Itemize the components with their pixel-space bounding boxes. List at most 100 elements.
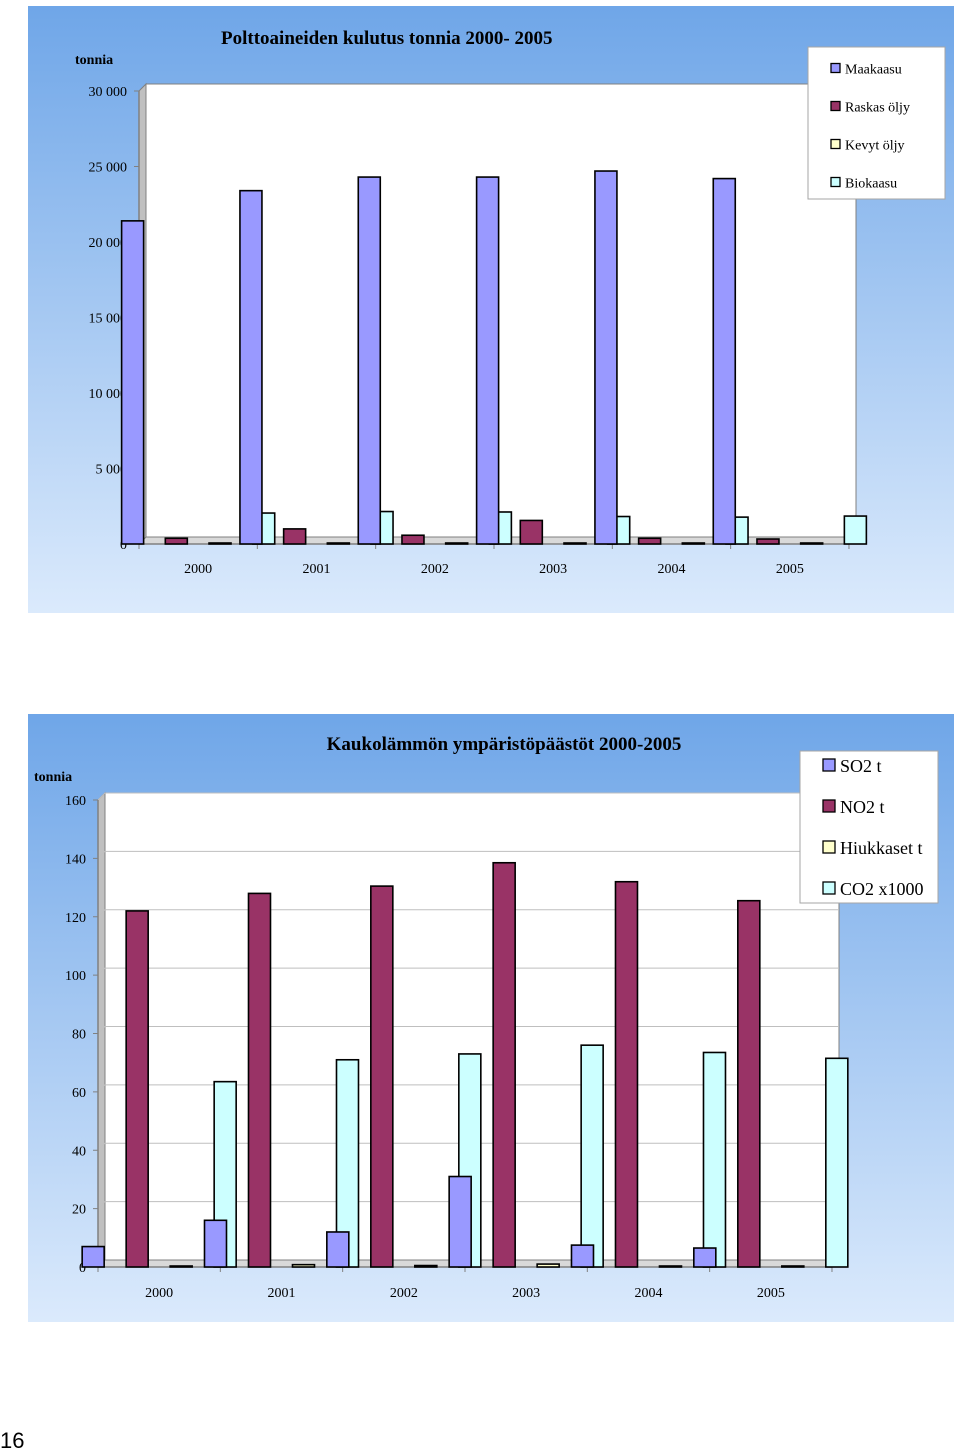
emissions-category-label: 2003 — [512, 1286, 540, 1301]
fuel-legend-swatch-2 — [830, 100, 841, 112]
fuel-plot-wall — [145, 83, 857, 538]
emissions-y-tick-label: 60 — [72, 1086, 86, 1101]
fuel-bar-4 — [843, 515, 868, 545]
emissions-legend-label-4: CO2 x1000 — [840, 879, 924, 899]
fuel-bar-3 — [326, 542, 351, 545]
fuel-category-label: 2000 — [184, 562, 212, 577]
emissions-legend-label-1: SO2 t — [840, 756, 882, 776]
emissions-category-label: 2005 — [757, 1286, 785, 1301]
emissions-y-tick-label: 0 — [79, 1261, 86, 1276]
emissions-category-label: 2000 — [145, 1286, 173, 1301]
emissions-bar-3 — [414, 1264, 438, 1268]
emissions-bar-2 — [370, 885, 394, 1268]
emissions-gridline — [97, 1026, 839, 1034]
emissions-bar-4 — [702, 1051, 727, 1268]
fuel-consumption-svg: 0 5 000 10 000 15 000 20 000 25 000 30 000 2000… — [28, 6, 954, 613]
emissions-bar-2 — [737, 899, 761, 1268]
fuel-bar-2 — [282, 528, 307, 545]
fuel-bar-2 — [401, 534, 425, 545]
fuel-y-tick-label: 30 000 — [89, 85, 128, 100]
emissions-chart-title: Kaukolämmön ympäristöpäästöt 2000-2005 — [327, 734, 682, 755]
emissions-svg: 0 20 40 60 80 100 120 140 160 2000 2001 2002 2003 200… — [28, 714, 954, 1322]
emissions-legend-swatch-2 — [822, 799, 836, 813]
fuel-legend-label-1: Maakaasu — [845, 63, 902, 78]
emissions-bar-1 — [81, 1245, 105, 1268]
emissions-legend-box — [799, 750, 939, 904]
fuel-y-axis-label: tonnia — [75, 53, 113, 68]
fuel-bar-1 — [475, 176, 500, 545]
fuel-legend-label-4: Biokaasu — [845, 177, 897, 192]
emissions-y-tick-label: 40 — [72, 1144, 86, 1159]
fuel-bar-3 — [444, 542, 469, 545]
emissions-y-axis-label: tonnia — [34, 770, 72, 785]
emissions-legend-label-3: Hiukkaset t — [840, 838, 923, 858]
fuel-y-tick-label: 0 — [120, 538, 127, 553]
emissions-y-tick-label: 120 — [65, 911, 86, 926]
fuel-y-tick-label: 15 000 — [89, 312, 128, 327]
emissions-bar-2 — [125, 910, 149, 1268]
emissions-bar-2 — [614, 880, 639, 1268]
fuel-bar-2 — [519, 519, 544, 545]
fuel-bar-3 — [208, 542, 232, 545]
fuel-category-label: 2001 — [302, 562, 330, 577]
fuel-bar-3 — [563, 542, 587, 545]
emissions-gridline — [97, 792, 839, 801]
fuel-bar-2 — [756, 538, 780, 545]
fuel-category-label: 2002 — [421, 562, 449, 577]
emissions-bar-2 — [492, 861, 516, 1268]
fuel-bar-3 — [799, 542, 824, 545]
emissions-y-tick-label: 80 — [72, 1028, 86, 1043]
emissions-y-tick-label: 140 — [65, 852, 86, 867]
emissions-bar-2 — [247, 892, 272, 1268]
emissions-legend-swatch-1 — [822, 758, 836, 772]
emissions-legend-label-2: NO2 t — [840, 797, 885, 817]
fuel-legend-swatch-4 — [830, 176, 841, 188]
fuel-bar-1 — [594, 170, 618, 545]
fuel-consumption-chart: 0 5 000 10 000 15 000 20 000 25 000 30 000 2000… — [28, 6, 954, 613]
emissions-y-tick-label: 100 — [65, 969, 86, 984]
emissions-legend-swatch-3 — [822, 840, 836, 854]
emissions-bar-1 — [570, 1244, 595, 1268]
fuel-bar-2 — [164, 537, 189, 545]
emissions-gridline — [97, 909, 839, 918]
emissions-y-tick-label: 20 — [72, 1203, 86, 1218]
page-number: 16 — [0, 1428, 25, 1453]
emissions-category-label: 2002 — [390, 1286, 418, 1301]
fuel-legend-label-3: Kevyt öljy — [845, 139, 905, 154]
fuel-category-label: 2005 — [776, 562, 804, 577]
emissions-category-label: 2004 — [634, 1286, 662, 1301]
emissions-bar-3 — [291, 1263, 316, 1268]
fuel-chart-title: Polttoaineiden kulutus tonnia 2000- 2005 — [221, 28, 553, 49]
emissions-bar-4 — [825, 1057, 849, 1268]
fuel-bar-1 — [357, 176, 382, 545]
fuel-category-label: 2004 — [657, 562, 685, 577]
fuel-bar-1 — [120, 220, 145, 545]
fuel-legend-label-2: Raskas öljy — [845, 101, 910, 116]
emissions-legend-swatch-4 — [822, 881, 836, 895]
emissions-category-label: 2001 — [267, 1286, 295, 1301]
emissions-chart: 0 20 40 60 80 100 120 140 160 2000 2001 2002 2003 200… — [28, 714, 954, 1322]
emissions-y-tick-label: 160 — [65, 794, 86, 809]
fuel-bar-1 — [712, 177, 737, 545]
emissions-gridline — [97, 967, 839, 976]
emissions-bar-4 — [580, 1044, 604, 1268]
fuel-bar-2 — [637, 537, 662, 545]
fuel-y-tick-label: 20 000 — [89, 236, 128, 251]
fuel-category-label: 2003 — [539, 562, 567, 577]
fuel-y-tick-label: 10 000 — [89, 387, 128, 402]
fuel-bar-1 — [239, 189, 263, 545]
emissions-gridline — [97, 850, 839, 859]
emissions-bar-3 — [781, 1265, 805, 1268]
emissions-bar-1 — [693, 1247, 717, 1268]
fuel-legend-swatch-1 — [830, 62, 841, 74]
emissions-bar-3 — [536, 1263, 560, 1268]
fuel-y-tick-label: 25 000 — [89, 161, 128, 176]
emissions-bar-1 — [326, 1231, 350, 1268]
fuel-y-tick-label: 5 000 — [96, 463, 128, 478]
emissions-bar-1 — [448, 1175, 472, 1268]
emissions-bar-3 — [169, 1265, 193, 1268]
emissions-bar-1 — [203, 1219, 228, 1268]
fuel-legend-swatch-3 — [830, 138, 841, 150]
fuel-bar-3 — [681, 542, 706, 545]
emissions-bar-3 — [658, 1265, 683, 1268]
